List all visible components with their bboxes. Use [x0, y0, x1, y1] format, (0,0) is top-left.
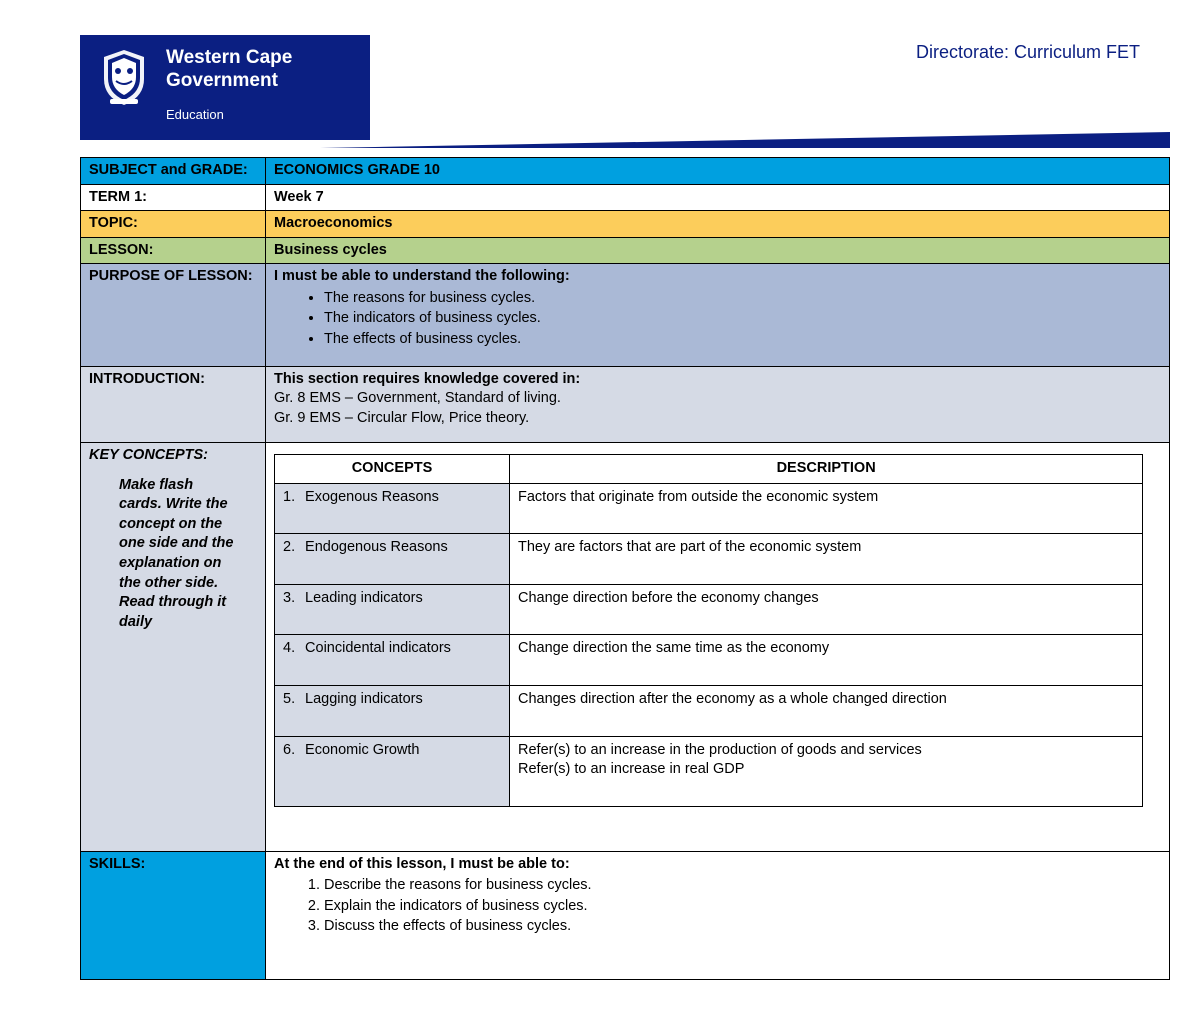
key-concepts-note: Make flash cards. Write the concept on t…	[119, 476, 239, 633]
introduction-label: INTRODUCTION:	[81, 366, 266, 443]
concepts-row: 4. Coincidental indicators Change direct…	[275, 635, 1143, 686]
directorate-text: Directorate: Curriculum FET	[916, 42, 1140, 63]
row-term: TERM 1: Week 7	[81, 184, 1170, 211]
skills-item: Describe the reasons for business cycles…	[324, 876, 1161, 896]
lesson-label: LESSON:	[81, 237, 266, 264]
concepts-table: CONCEPTS DESCRIPTION 1. Exogenous Reason…	[274, 454, 1143, 807]
logo-block: Western Cape Government Education	[80, 35, 370, 140]
concept-num: 2.	[283, 538, 301, 558]
skills-item: Discuss the effects of business cycles.	[324, 917, 1161, 937]
org-line1: Western Cape	[166, 47, 292, 70]
concept-num: 6.	[283, 741, 301, 761]
logo-text: Western Cape Government Education	[166, 47, 292, 122]
term-value: Week 7	[266, 184, 1170, 211]
concept-text: Economic Growth	[305, 742, 419, 758]
page: Western Cape Government Education Direct…	[0, 0, 1200, 1010]
concept-desc: Factors that originate from outside the …	[510, 483, 1143, 534]
purpose-bullet: The indicators of business cycles.	[324, 309, 1161, 329]
concept-name: 3. Leading indicators	[275, 584, 510, 635]
concept-num: 1.	[283, 488, 301, 508]
header-wedge	[320, 130, 1170, 150]
concept-name: 2. Endogenous Reasons	[275, 534, 510, 585]
concept-desc: Refer(s) to an increase in the productio…	[510, 736, 1143, 806]
concept-num: 4.	[283, 639, 301, 659]
key-concepts-content: CONCEPTS DESCRIPTION 1. Exogenous Reason…	[266, 443, 1170, 852]
purpose-bullet: The effects of business cycles.	[324, 330, 1161, 350]
concepts-row: 3. Leading indicators Change direction b…	[275, 584, 1143, 635]
concepts-row: 6. Economic Growth Refer(s) to an increa…	[275, 736, 1143, 806]
row-topic: TOPIC: Macroeconomics	[81, 211, 1170, 238]
skills-content: At the end of this lesson, I must be abl…	[266, 851, 1170, 979]
header: Western Cape Government Education Direct…	[30, 30, 1170, 145]
row-key-concepts: KEY CONCEPTS: Make flash cards. Write th…	[81, 443, 1170, 852]
key-concepts-cell: KEY CONCEPTS: Make flash cards. Write th…	[81, 443, 266, 852]
concept-name: 1. Exogenous Reasons	[275, 483, 510, 534]
purpose-bullets: The reasons for business cycles. The ind…	[324, 289, 1161, 350]
term-label: TERM 1:	[81, 184, 266, 211]
concept-num: 5.	[283, 690, 301, 710]
introduction-line: Gr. 9 EMS – Circular Flow, Price theory.	[274, 409, 1161, 429]
purpose-bullet: The reasons for business cycles.	[324, 289, 1161, 309]
concept-name: 4. Coincidental indicators	[275, 635, 510, 686]
concept-text: Exogenous Reasons	[305, 489, 439, 505]
row-introduction: INTRODUCTION: This section requires know…	[81, 366, 1170, 443]
concepts-row: 2. Endogenous Reasons They are factors t…	[275, 534, 1143, 585]
concept-desc: Change direction before the economy chan…	[510, 584, 1143, 635]
concepts-header-description: DESCRIPTION	[510, 455, 1143, 484]
concept-desc: They are factors that are part of the ec…	[510, 534, 1143, 585]
introduction-intro: This section requires knowledge covered …	[274, 370, 1161, 390]
concept-name: 6. Economic Growth	[275, 736, 510, 806]
concept-desc: Change direction the same time as the ec…	[510, 635, 1143, 686]
row-skills: SKILLS: At the end of this lesson, I mus…	[81, 851, 1170, 979]
concept-num: 3.	[283, 589, 301, 609]
introduction-content: This section requires knowledge covered …	[266, 366, 1170, 443]
row-lesson: LESSON: Business cycles	[81, 237, 1170, 264]
concept-name: 5. Lagging indicators	[275, 686, 510, 737]
concepts-header-row: CONCEPTS DESCRIPTION	[275, 455, 1143, 484]
crest-icon	[94, 47, 154, 109]
purpose-content: I must be able to understand the followi…	[266, 264, 1170, 366]
concept-text: Coincidental indicators	[305, 640, 451, 656]
concept-text: Endogenous Reasons	[305, 539, 448, 555]
purpose-intro: I must be able to understand the followi…	[274, 267, 1161, 287]
skills-intro: At the end of this lesson, I must be abl…	[274, 855, 1161, 875]
key-concepts-label: KEY CONCEPTS:	[89, 447, 208, 463]
skills-label: SKILLS:	[81, 851, 266, 979]
concepts-row: 1. Exogenous Reasons Factors that origin…	[275, 483, 1143, 534]
skills-item: Explain the indicators of business cycle…	[324, 897, 1161, 917]
concepts-row: 5. Lagging indicators Changes direction …	[275, 686, 1143, 737]
concept-text: Leading indicators	[305, 590, 423, 606]
concept-desc: Changes direction after the economy as a…	[510, 686, 1143, 737]
topic-value: Macroeconomics	[266, 211, 1170, 238]
concept-text: Lagging indicators	[305, 691, 423, 707]
topic-label: TOPIC:	[81, 211, 266, 238]
skills-list: Describe the reasons for business cycles…	[324, 876, 1161, 937]
org-line2: Government	[166, 70, 292, 93]
lesson-value: Business cycles	[266, 237, 1170, 264]
row-subject: SUBJECT and GRADE: ECONOMICS GRADE 10	[81, 158, 1170, 185]
introduction-line: Gr. 8 EMS – Government, Standard of livi…	[274, 389, 1161, 409]
concepts-header-concept: CONCEPTS	[275, 455, 510, 484]
lesson-plan-table: SUBJECT and GRADE: ECONOMICS GRADE 10 TE…	[80, 157, 1170, 980]
row-purpose: PURPOSE OF LESSON: I must be able to und…	[81, 264, 1170, 366]
subject-label: SUBJECT and GRADE:	[81, 158, 266, 185]
subject-value: ECONOMICS GRADE 10	[266, 158, 1170, 185]
org-dept: Education	[166, 107, 292, 122]
purpose-label: PURPOSE OF LESSON:	[81, 264, 266, 366]
